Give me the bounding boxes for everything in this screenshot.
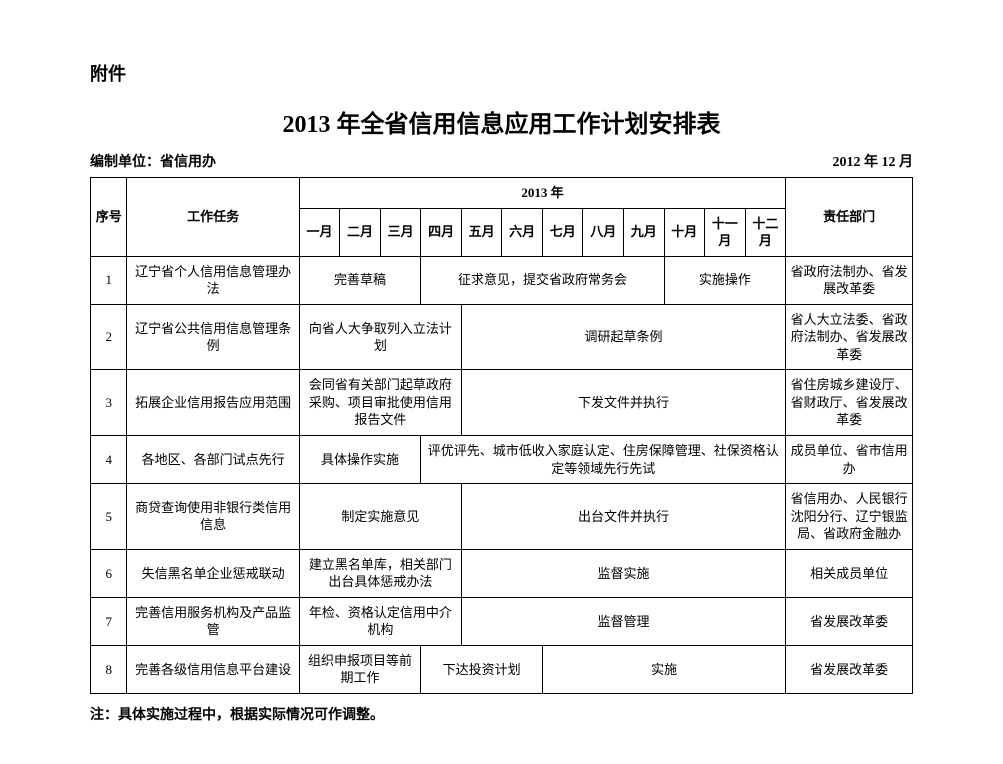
schedule-cell: 下达投资计划 xyxy=(421,645,543,693)
row-seq: 4 xyxy=(91,436,127,484)
row-dept: 省人大立法委、省政府法制办、省发展改革委 xyxy=(786,304,913,370)
row-seq: 5 xyxy=(91,484,127,550)
row-seq: 1 xyxy=(91,256,127,304)
schedule-cell: 建立黑名单库，相关部门出台具体惩戒办法 xyxy=(299,549,461,597)
compiler-label: 编制单位：省信用办 xyxy=(90,151,216,171)
table-row: 1辽宁省个人信用信息管理办法完善草稿征求意见，提交省政府常务会实施操作省政府法制… xyxy=(91,256,913,304)
schedule-cell: 下发文件并执行 xyxy=(461,370,785,436)
schedule-cell: 监督管理 xyxy=(461,597,785,645)
row-task: 各地区、各部门试点先行 xyxy=(127,436,299,484)
schedule-cell: 会同省有关部门起草政府采购、项目审批使用信用报告文件 xyxy=(299,370,461,436)
table-row: 4各地区、各部门试点先行具体操作实施评优评先、城市低收入家庭认定、住房保障管理、… xyxy=(91,436,913,484)
schedule-cell: 年检、资格认定信用中介机构 xyxy=(299,597,461,645)
schedule-cell: 征求意见，提交省政府常务会 xyxy=(421,256,664,304)
col-task-header: 工作任务 xyxy=(127,178,299,257)
row-dept: 省住房城乡建设厅、省财政厅、省发展改革委 xyxy=(786,370,913,436)
date-right: 2012 年 12 月 xyxy=(833,151,914,171)
attachment-label: 附件 xyxy=(90,60,913,86)
table-row: 2辽宁省公共信用信息管理条例向省人大争取列入立法计划调研起草条例省人大立法委、省… xyxy=(91,304,913,370)
row-seq: 3 xyxy=(91,370,127,436)
schedule-cell: 制定实施意见 xyxy=(299,484,461,550)
month-header: 五月 xyxy=(461,208,502,256)
row-task: 失信黑名单企业惩戒联动 xyxy=(127,549,299,597)
month-header: 九月 xyxy=(624,208,665,256)
row-dept: 成员单位、省市信用办 xyxy=(786,436,913,484)
document-title: 2013 年全省信用信息应用工作计划安排表 xyxy=(90,104,913,139)
row-task: 辽宁省个人信用信息管理办法 xyxy=(127,256,299,304)
row-task: 完善信用服务机构及产品监管 xyxy=(127,597,299,645)
month-header: 六月 xyxy=(502,208,543,256)
schedule-cell: 实施操作 xyxy=(664,256,786,304)
row-task: 完善各级信用信息平台建设 xyxy=(127,645,299,693)
schedule-cell: 实施 xyxy=(542,645,785,693)
schedule-cell: 向省人大争取列入立法计划 xyxy=(299,304,461,370)
row-dept: 省信用办、人民银行沈阳分行、辽宁银监局、省政府金融办 xyxy=(786,484,913,550)
schedule-cell: 调研起草条例 xyxy=(461,304,785,370)
row-dept: 省发展改革委 xyxy=(786,597,913,645)
row-task: 拓展企业信用报告应用范围 xyxy=(127,370,299,436)
month-header: 四月 xyxy=(421,208,462,256)
schedule-cell: 评优评先、城市低收入家庭认定、住房保障管理、社保资格认定等领域先行先试 xyxy=(421,436,786,484)
month-header: 七月 xyxy=(542,208,583,256)
col-year-header: 2013 年 xyxy=(299,178,785,209)
row-dept: 省政府法制办、省发展改革委 xyxy=(786,256,913,304)
month-header: 三月 xyxy=(380,208,421,256)
table-row: 5商贷查询使用非银行类信用信息制定实施意见出台文件并执行省信用办、人民银行沈阳分… xyxy=(91,484,913,550)
month-header: 八月 xyxy=(583,208,624,256)
row-dept: 省发展改革委 xyxy=(786,645,913,693)
col-dept-header: 责任部门 xyxy=(786,178,913,257)
footnote: 注：具体实施过程中，根据实际情况可作调整。 xyxy=(90,704,913,724)
month-header: 十一月 xyxy=(705,208,746,256)
table-row: 6失信黑名单企业惩戒联动建立黑名单库，相关部门出台具体惩戒办法监督实施相关成员单… xyxy=(91,549,913,597)
table-row: 3拓展企业信用报告应用范围会同省有关部门起草政府采购、项目审批使用信用报告文件下… xyxy=(91,370,913,436)
row-seq: 6 xyxy=(91,549,127,597)
schedule-cell: 组织申报项目等前期工作 xyxy=(299,645,421,693)
month-header: 二月 xyxy=(340,208,381,256)
schedule-cell: 出台文件并执行 xyxy=(461,484,785,550)
month-header: 十二月 xyxy=(745,208,786,256)
schedule-table: 序号 工作任务 2013 年 责任部门 一月二月三月四月五月六月七月八月九月十月… xyxy=(90,177,913,694)
row-seq: 8 xyxy=(91,645,127,693)
row-seq: 2 xyxy=(91,304,127,370)
schedule-cell: 具体操作实施 xyxy=(299,436,421,484)
meta-row: 编制单位：省信用办 2012 年 12 月 xyxy=(90,151,913,171)
schedule-cell: 完善草稿 xyxy=(299,256,421,304)
row-task: 商贷查询使用非银行类信用信息 xyxy=(127,484,299,550)
month-header: 一月 xyxy=(299,208,340,256)
table-row: 7完善信用服务机构及产品监管年检、资格认定信用中介机构监督管理省发展改革委 xyxy=(91,597,913,645)
row-seq: 7 xyxy=(91,597,127,645)
month-header: 十月 xyxy=(664,208,705,256)
row-dept: 相关成员单位 xyxy=(786,549,913,597)
table-row: 8完善各级信用信息平台建设组织申报项目等前期工作下达投资计划实施省发展改革委 xyxy=(91,645,913,693)
header-row-1: 序号 工作任务 2013 年 责任部门 xyxy=(91,178,913,209)
row-task: 辽宁省公共信用信息管理条例 xyxy=(127,304,299,370)
col-seq-header: 序号 xyxy=(91,178,127,257)
schedule-cell: 监督实施 xyxy=(461,549,785,597)
